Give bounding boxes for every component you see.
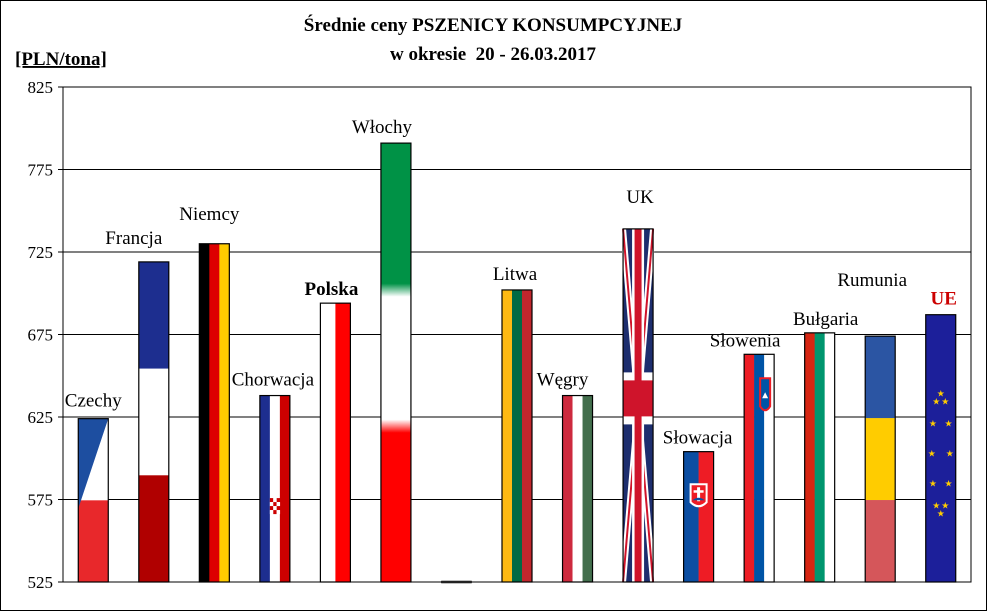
y-tick-label: 625 [28,408,54,427]
bar-słowacja [682,451,715,583]
svg-text:★: ★ [941,397,949,407]
bar-ue: ★★★★★★★★★★★★ [925,314,957,583]
bar-uk [620,228,657,583]
bar-francja [138,261,170,583]
bar-chorwacja [259,394,291,583]
svg-text:★: ★ [944,419,952,429]
y-axis-label: [PLN/tona] [15,49,107,70]
bar-label: Bułgaria [793,309,859,330]
bar-label: Polska [304,279,358,300]
y-tick-label: 675 [28,326,54,345]
bar-polska [319,302,351,583]
y-axis-ticks: 525 575 625 675 725 775 825 [28,78,63,592]
bar-label: Słowacja [663,428,733,449]
svg-text:★: ★ [932,501,940,511]
bar-label: Słowenia [710,330,781,351]
bar-label: Chorwacja [232,370,315,391]
chart-title: Średnie ceny PSZENICY KONSUMPCYJNEJ [304,14,682,36]
svg-text:★: ★ [932,397,940,407]
bar-labels: Czechy Francja Niemcy Chorwacja Polska Włochy… [65,117,957,449]
bar-słowenia [743,353,775,583]
bar-rumunia [864,335,896,583]
bar-label: Litwa [493,264,538,285]
svg-text:★: ★ [941,501,949,511]
bar-label: Węgry [537,370,589,391]
bar-label: Niemcy [179,204,240,225]
bar-label: Rumunia [837,270,907,291]
bar-węgry [561,394,594,583]
svg-text:★: ★ [944,479,952,489]
bar-label: Francja [105,228,163,249]
bars: ★★★★★★★★★★★★ [77,142,957,584]
svg-text:★: ★ [946,449,954,459]
y-tick-label: 525 [28,573,54,592]
svg-text:★: ★ [928,449,936,459]
y-tick-label: 825 [28,78,54,97]
bar-bułgaria [804,332,836,583]
bar-niemcy [198,243,230,583]
bar-label: UK [626,187,654,208]
bar-włochy [380,142,412,583]
svg-text:★: ★ [937,509,945,519]
bar-label: Czechy [65,391,122,412]
bar-litwa [501,289,533,583]
plot-area-frame [62,86,972,583]
svg-text:★: ★ [937,389,945,399]
bar-label: UE [931,289,957,310]
y-tick-label: 775 [28,161,54,180]
bar-czechy [77,418,109,583]
y-tick-label: 725 [28,243,54,262]
svg-text:★: ★ [929,479,937,489]
y-tick-label: 575 [28,491,54,510]
bar-label: Włochy [352,117,413,138]
chart-subtitle: w okresie 20 - 26.03.2017 [390,44,596,65]
svg-text:★: ★ [929,419,937,429]
